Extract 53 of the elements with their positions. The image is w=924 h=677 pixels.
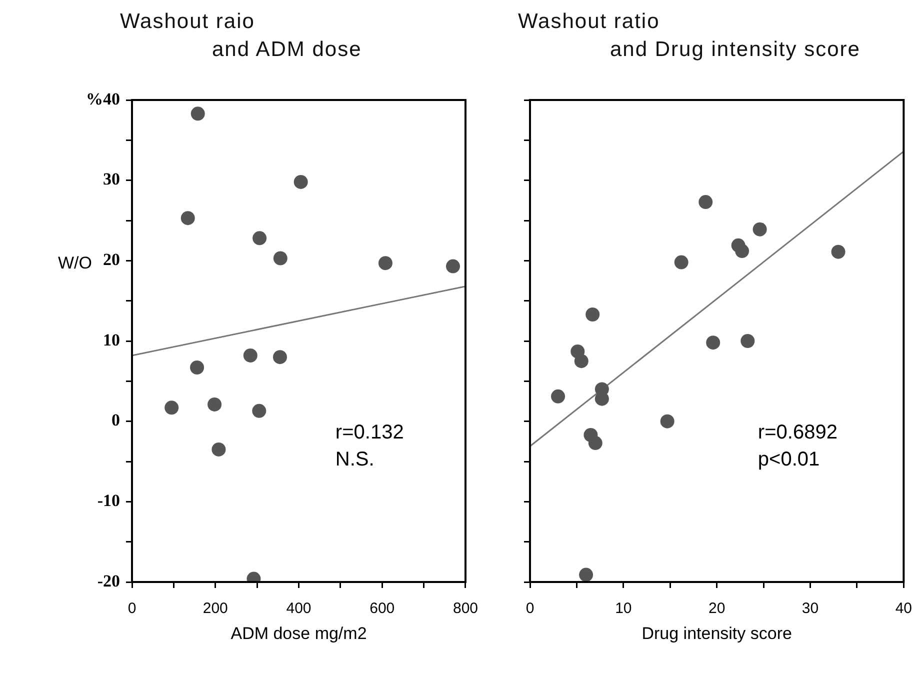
point bbox=[243, 348, 258, 362]
point bbox=[378, 256, 392, 270]
point bbox=[164, 400, 179, 415]
point bbox=[588, 436, 602, 450]
point bbox=[674, 255, 688, 270]
x-axis-title: Drug intensity score bbox=[642, 624, 792, 644]
point bbox=[660, 414, 674, 428]
point bbox=[752, 222, 767, 236]
point bbox=[252, 404, 266, 418]
x-tick-label: 20 bbox=[708, 600, 726, 618]
point bbox=[252, 231, 267, 246]
y-tick-label: 10 bbox=[103, 330, 120, 350]
y-axis-title: W/O bbox=[58, 254, 92, 273]
point bbox=[273, 251, 288, 266]
y-tick-label: -20 bbox=[97, 571, 120, 590]
point bbox=[294, 174, 308, 189]
point bbox=[574, 354, 588, 368]
x-tick-label: 0 bbox=[128, 600, 136, 618]
chart-title: Washout ratio and Drug intensity score bbox=[518, 9, 860, 63]
x-tick-label: 200 bbox=[202, 600, 228, 618]
annotation: p<0.01 bbox=[758, 448, 820, 470]
x-tick-label: 800 bbox=[452, 600, 478, 618]
point bbox=[698, 195, 713, 210]
x-axis-title: ADM dose mg/m2 bbox=[230, 624, 367, 644]
x-tick-label: 10 bbox=[615, 600, 632, 618]
point bbox=[208, 397, 222, 412]
point bbox=[579, 568, 594, 582]
point bbox=[190, 360, 204, 375]
point bbox=[706, 336, 720, 350]
point bbox=[272, 350, 287, 364]
x-tick-label: 0 bbox=[526, 600, 534, 618]
point bbox=[190, 106, 205, 121]
chart-title: Washout raio and ADM dose bbox=[120, 9, 362, 63]
point bbox=[551, 389, 566, 404]
point bbox=[831, 244, 846, 259]
y-tick-label: -10 bbox=[97, 491, 120, 510]
y-tick-label: 30 bbox=[103, 170, 120, 189]
point bbox=[180, 211, 195, 226]
x-tick-label: 30 bbox=[802, 600, 819, 618]
annotation: r=0.6892 bbox=[758, 421, 838, 444]
point bbox=[212, 442, 226, 456]
y-tick-label: 0 bbox=[112, 410, 120, 430]
point bbox=[740, 334, 755, 348]
annotation: r=0.132 bbox=[335, 421, 404, 444]
point bbox=[735, 244, 750, 258]
x-tick-label: 600 bbox=[370, 600, 395, 618]
annotation: N.S. bbox=[335, 448, 374, 470]
x-tick-label: 400 bbox=[286, 600, 312, 618]
point bbox=[586, 307, 600, 322]
x-tick-label: 40 bbox=[895, 600, 912, 618]
y-tick-label: %40 bbox=[86, 89, 120, 108]
point bbox=[446, 259, 460, 274]
y-tick-label: 20 bbox=[103, 250, 120, 270]
